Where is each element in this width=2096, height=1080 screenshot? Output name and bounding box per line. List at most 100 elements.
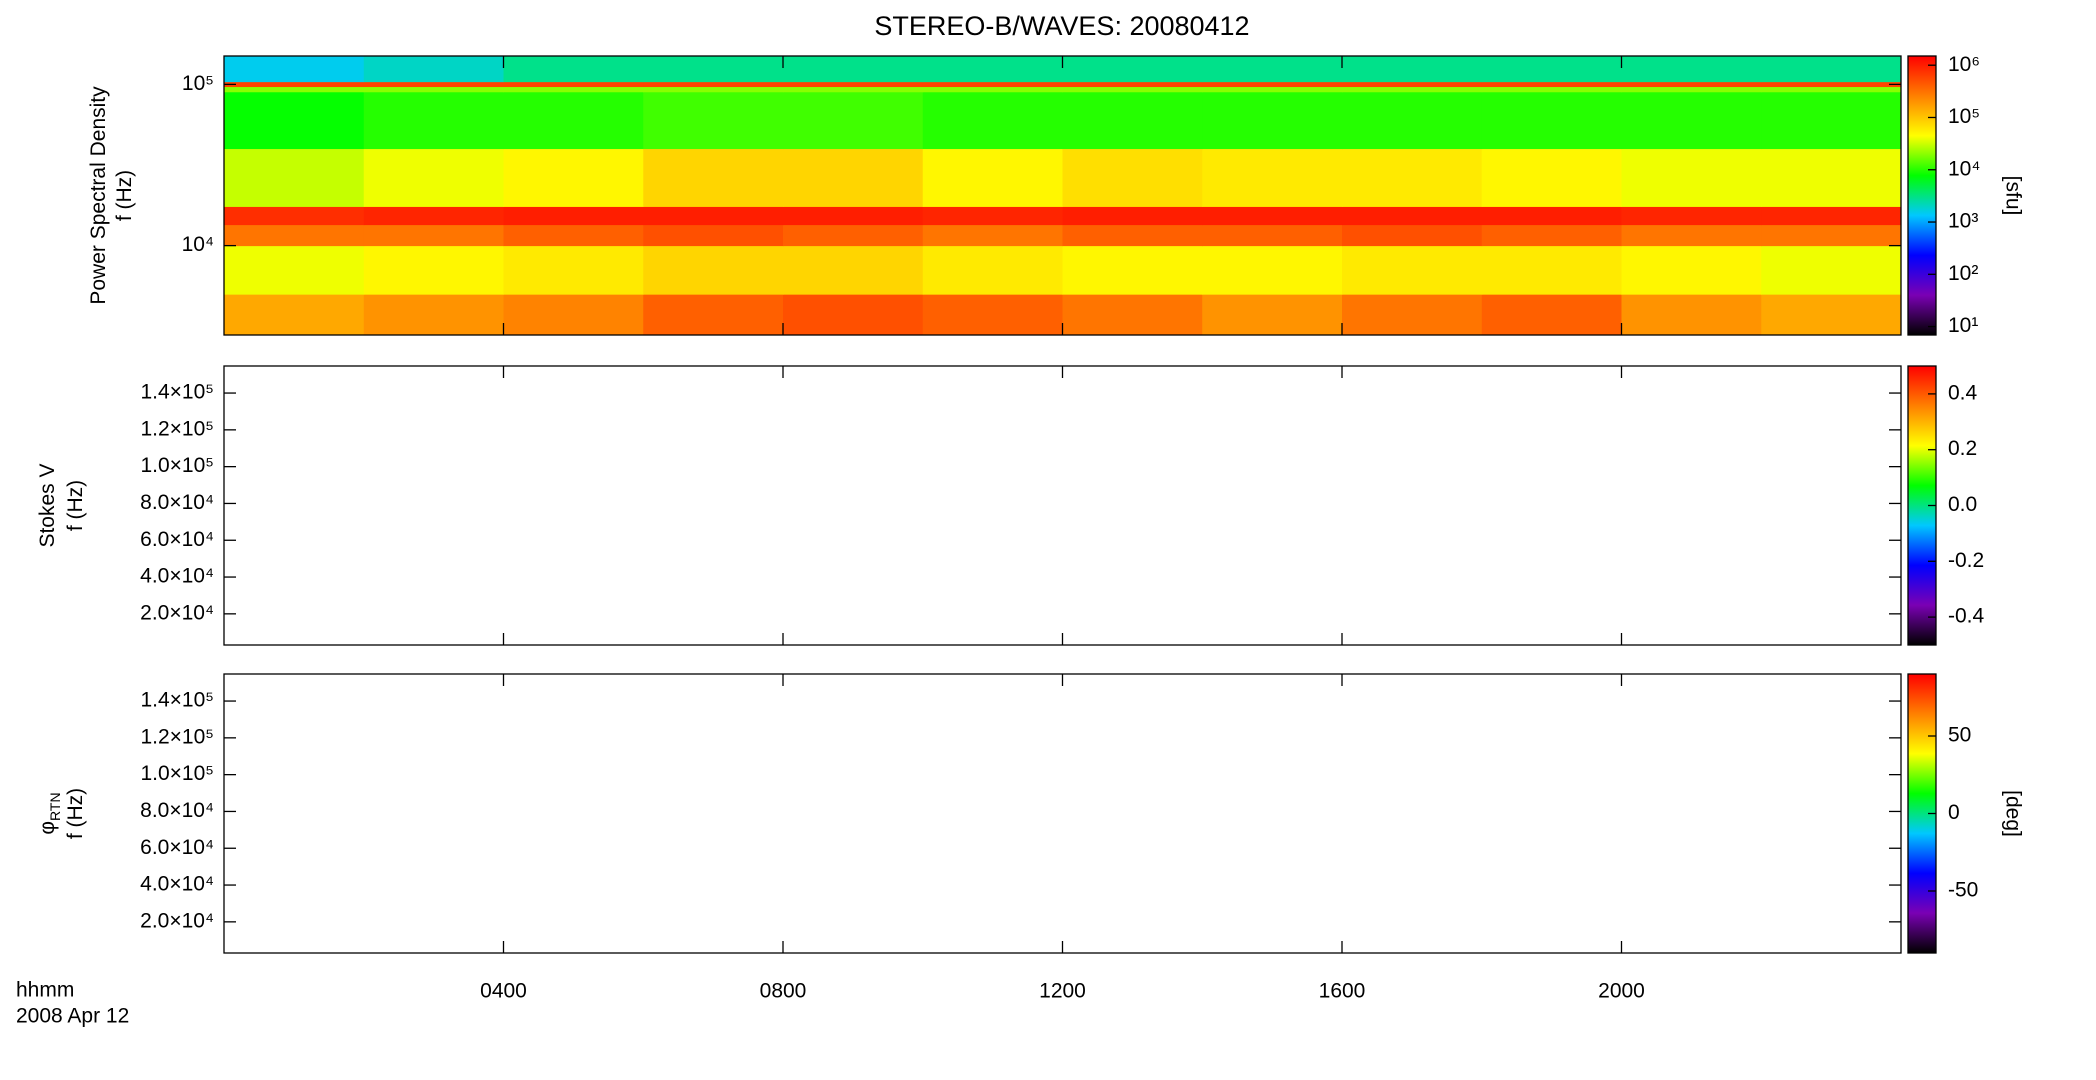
- colorbar-tick-label: 10²: [1948, 262, 1978, 285]
- spectrogram-cell: [922, 86, 1063, 93]
- spectrogram-cell: [783, 245, 924, 295]
- y-axis-label-text: f (Hz): [113, 170, 136, 221]
- spectrogram-cell: [224, 81, 365, 88]
- spectrogram-cell: [1062, 56, 1203, 83]
- spectrogram-cell: [1062, 81, 1203, 88]
- spectrogram-cell: [363, 224, 504, 247]
- spectrogram-cell: [224, 86, 365, 93]
- y-axis-label-subscript: RTN: [47, 792, 63, 821]
- spectrogram-cell: [1761, 91, 1902, 150]
- spectrogram-cell: [363, 206, 504, 226]
- spectrogram-cell: [1202, 56, 1343, 83]
- spectrogram-cell: [1621, 56, 1762, 83]
- spectrogram-cell: [1062, 86, 1203, 93]
- spectrogram-cell: [363, 81, 504, 88]
- colorbar-tick-label: 0.4: [1948, 381, 1978, 404]
- spectrogram-cell: [1481, 206, 1622, 226]
- spectrogram-cell: [1761, 294, 1902, 336]
- spectrogram-cell: [503, 294, 644, 336]
- y-tick-label: 2.0×10⁴: [140, 601, 214, 624]
- y-axis-label: f (Hz): [113, 170, 136, 221]
- spectrogram-cell: [1621, 86, 1762, 93]
- spectrogram-cell: [1062, 224, 1203, 247]
- spectrogram-cell: [783, 294, 924, 336]
- spectrogram-cell: [643, 81, 784, 88]
- y-axis-label-text: Power Spectral Density: [87, 86, 110, 305]
- spectrogram-cell: [224, 245, 365, 295]
- y-tick-label: 8.0×10⁴: [140, 491, 214, 514]
- plot-frame: [223, 673, 1902, 954]
- spectrogram-cell: [1202, 224, 1343, 247]
- spectrogram-cell: [1342, 56, 1483, 83]
- colorbar-tick-label: -50: [1948, 879, 1978, 902]
- y-tick-label: 4.0×10⁴: [140, 565, 214, 588]
- spectrogram-cell: [643, 294, 784, 336]
- spectrogram-cell: [643, 91, 784, 150]
- spectrogram-cell: [1761, 245, 1902, 295]
- spectrogram-cell: [503, 148, 644, 207]
- spectrogram-cell: [503, 91, 644, 150]
- colorbar-tick-label: 50: [1948, 724, 1971, 747]
- spectrogram-cell: [643, 148, 784, 207]
- spectrogram-cell: [1621, 81, 1762, 88]
- spectrogram-cell: [643, 56, 784, 83]
- spectrogram-cell: [363, 86, 504, 93]
- spectrogram-cell: [1621, 294, 1762, 336]
- spectrogram-cell: [1761, 81, 1902, 88]
- spectrogram-cell: [1062, 294, 1203, 336]
- y-axis-label-text: φ: [36, 821, 59, 835]
- spectrogram-cell: [922, 245, 1063, 295]
- y-tick-label: 6.0×10⁴: [140, 836, 214, 859]
- spectrogram-cell: [1342, 86, 1483, 93]
- spectrogram-cell: [1342, 81, 1483, 88]
- spectrogram-cell: [643, 86, 784, 93]
- colorbar-tick-label: 10⁶: [1948, 53, 1980, 76]
- spectrogram-cell: [1202, 86, 1343, 93]
- spectrogram-cell: [224, 148, 365, 207]
- chart-title: STEREO-B/WAVES: 20080412: [874, 11, 1249, 41]
- y-tick-label: 10⁴: [182, 233, 214, 256]
- spectrogram-cell: [1202, 245, 1343, 295]
- spectrogram-cell: [922, 148, 1063, 207]
- y-tick-label: 1.2×10⁵: [140, 725, 214, 748]
- spectrogram-cell: [363, 245, 504, 295]
- spectrogram-cell: [922, 56, 1063, 83]
- y-axis-label-text: f (Hz): [64, 480, 87, 531]
- spectrogram-cell: [783, 148, 924, 207]
- x-tick-label: 1600: [1319, 980, 1366, 1003]
- spectrogram-cell: [1342, 224, 1483, 247]
- spectrogram-cell: [1342, 245, 1483, 295]
- spectrogram-cell: [363, 91, 504, 150]
- y-axis-label-text: Stokes V: [36, 463, 59, 547]
- y-tick-label: 1.0×10⁵: [140, 454, 214, 477]
- spectrogram-cell: [1481, 294, 1622, 336]
- spectrogram-cell: [783, 206, 924, 226]
- spectrogram-cell: [1342, 206, 1483, 226]
- spectrogram-cell: [1202, 148, 1343, 207]
- spectrogram-cell: [922, 81, 1063, 88]
- y-axis-label: φRTN: [36, 792, 63, 834]
- spectrogram-cell: [1481, 245, 1622, 295]
- spectrogram-cell: [783, 56, 924, 83]
- colorbar: [1907, 55, 1937, 336]
- spectrogram-cell: [1481, 81, 1622, 88]
- spectrogram-cell: [643, 206, 784, 226]
- spectrogram-cell: [1202, 294, 1343, 336]
- colorbar-tick-label: -0.4: [1948, 605, 1985, 628]
- colorbar-label: [sfu]: [2001, 176, 2024, 216]
- spectrogram-cell: [503, 86, 644, 93]
- plot-frame: [223, 365, 1902, 646]
- spectrogram-cell: [1761, 224, 1902, 247]
- spectrogram-cell: [1342, 91, 1483, 150]
- spectrogram-cell: [1342, 294, 1483, 336]
- spectrogram-cell: [1621, 206, 1762, 226]
- colorbar-tick-label: -0.2: [1948, 549, 1984, 572]
- spectrogram-cell: [1481, 86, 1622, 93]
- colorbar-tick-label: 10⁵: [1948, 105, 1980, 128]
- spectrogram-cell: [643, 224, 784, 247]
- spectrogram-cell: [1481, 224, 1622, 247]
- spectrogram-cell: [503, 81, 644, 88]
- spectrogram-cell: [1761, 206, 1902, 226]
- colorbar-tick-label: 10¹: [1948, 314, 1978, 337]
